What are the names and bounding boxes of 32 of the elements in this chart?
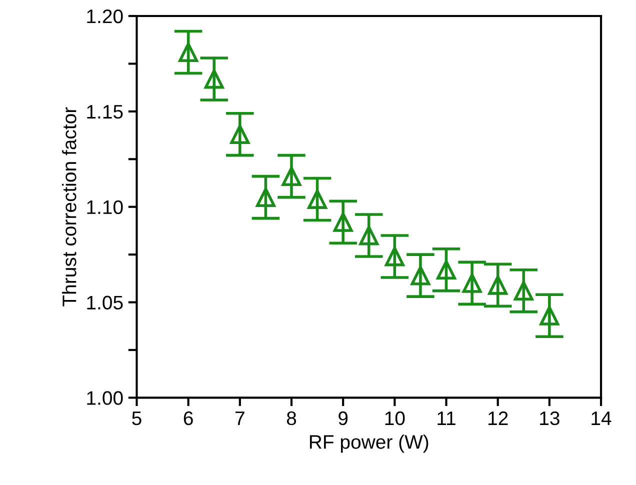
point (256, 188, 276, 208)
x-tick-label: 5 (132, 412, 142, 426)
x-tick-label: 14 (592, 412, 612, 425)
x-tick-label: 8 (286, 411, 296, 426)
y-tick-label: 1.20 (87, 9, 123, 24)
point (384, 246, 404, 266)
y-axis-title: Thrust correction factor (62, 107, 76, 306)
x-axis-title: RF power (W) (310, 434, 428, 453)
point (333, 212, 353, 232)
point (436, 260, 456, 280)
y-tick-label: 1.00 (87, 391, 123, 405)
x-tick-label: 13 (540, 411, 560, 426)
point (178, 42, 198, 62)
x-tick-label: 6 (184, 411, 193, 426)
point (540, 306, 560, 326)
x-tick-label: 10 (385, 411, 405, 426)
point (410, 266, 430, 286)
x-tick-label: 9 (338, 411, 348, 426)
y-tick-label: 1.15 (87, 105, 123, 119)
x-tick-label: 11 (438, 412, 456, 425)
point (204, 69, 224, 89)
point (359, 226, 379, 246)
y-tick-label: 1.10 (87, 200, 123, 214)
y-tick-label: 1.05 (87, 296, 123, 310)
x-tick-label: 7 (236, 412, 244, 425)
point (308, 189, 328, 209)
point (282, 166, 302, 186)
x-tick-label: 12 (488, 411, 508, 425)
point (462, 273, 482, 293)
point (488, 275, 508, 295)
point (230, 124, 250, 144)
point (514, 281, 534, 301)
